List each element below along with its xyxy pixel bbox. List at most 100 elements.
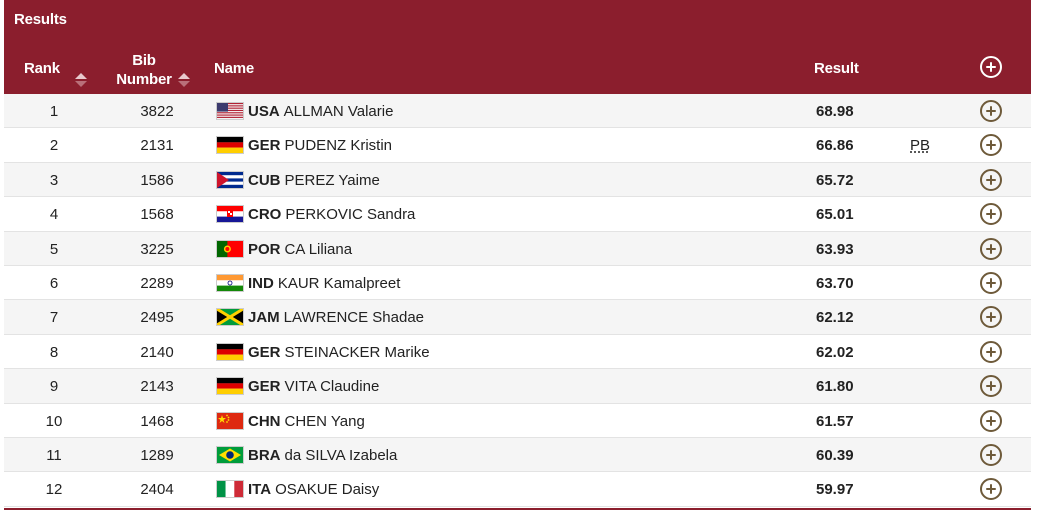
table-row[interactable]: 10 1468 CHN CHEN Yang 61.57 <box>4 403 1031 438</box>
table-row[interactable]: 2 2131 GER PUDENZ Kristin 66.86 PB <box>4 128 1031 163</box>
noc-code: ITA <box>248 481 272 499</box>
rank-cell: 9 <box>49 378 59 396</box>
rank-cell: 3 <box>49 171 59 189</box>
expand-row-plus-icon[interactable] <box>980 409 1002 432</box>
result-cell: 60.39 <box>816 446 854 464</box>
result-cell: 63.70 <box>816 274 854 292</box>
usa-flag-icon <box>216 102 244 120</box>
athlete-name-link[interactable]: BRA da SILVA Izabela <box>248 447 397 464</box>
table-row[interactable]: 7 2495 JAM LAWRENCE Shadae 62.12 <box>4 300 1031 335</box>
rank-cell: 4 <box>49 206 59 224</box>
results-panel: Results Rank Bib Number Name Result 1 382… <box>4 0 1031 510</box>
expand-row-plus-icon[interactable] <box>980 271 1002 294</box>
ger-flag-icon <box>216 377 244 396</box>
noc-code: CRO <box>248 206 282 224</box>
bib-cell: 1289 <box>140 446 174 464</box>
table-row[interactable]: 1 3822 USA ALLMAN Valarie 68.98 <box>4 94 1031 129</box>
noc-code: JAM <box>248 309 280 327</box>
ger-flag-icon <box>216 136 244 155</box>
expand-row-plus-icon[interactable] <box>980 443 1002 466</box>
noc-code: GER <box>248 378 281 396</box>
result-cell: 63.93 <box>816 240 854 258</box>
noc-code: CHN <box>248 412 281 430</box>
table-row[interactable]: 5 3225 POR CA Liliana 63.93 <box>4 231 1031 266</box>
noc-code: IND <box>248 274 274 292</box>
athlete-name: LAWRENCE Shadae <box>283 309 425 327</box>
expand-row-plus-icon[interactable] <box>980 478 1002 501</box>
por-flag-icon <box>216 239 244 258</box>
expand-row-plus-icon[interactable] <box>980 306 1002 329</box>
noc-code: USA <box>248 103 280 120</box>
athlete-name-link[interactable]: POR CA Liliana <box>248 241 352 258</box>
bib-cell: 2289 <box>140 274 174 292</box>
result-cell: 62.12 <box>816 309 854 327</box>
bib-cell: 2143 <box>140 378 174 396</box>
result-column-header: Result <box>814 60 859 77</box>
table-row[interactable]: 4 1568 CRO PERKOVIC Sandra 65.01 <box>4 197 1031 232</box>
noc-code: GER <box>248 137 281 155</box>
athlete-name-link[interactable]: GER PUDENZ Kristin <box>248 137 392 154</box>
name-column-header: Name <box>214 60 255 77</box>
bib-column-header[interactable]: Bib Number <box>116 51 172 89</box>
chn-flag-icon <box>216 411 244 430</box>
bib-cell: 2140 <box>140 343 174 361</box>
rank-cell: 7 <box>49 309 59 327</box>
noc-code: BRA <box>248 446 281 464</box>
athlete-name-link[interactable]: USA ALLMAN Valarie <box>248 103 393 120</box>
athlete-name: CHEN Yang <box>284 412 365 430</box>
rank-column-header[interactable]: Rank <box>24 60 60 77</box>
bib-cell: 2131 <box>140 137 174 155</box>
result-cell: 66.86 <box>816 137 854 155</box>
expand-row-plus-icon[interactable] <box>980 375 1002 398</box>
table-row[interactable]: 12 2404 ITA OSAKUE Daisy 59.97 <box>4 472 1031 507</box>
expand-row-plus-icon[interactable] <box>980 100 1002 122</box>
athlete-name-link[interactable]: GER STEINACKER Marike <box>248 344 430 361</box>
athlete-name-link[interactable]: CHN CHEN Yang <box>248 413 365 430</box>
cub-flag-icon <box>216 170 244 189</box>
bib-cell: 1568 <box>140 206 174 224</box>
result-cell: 61.80 <box>816 378 854 396</box>
rank-cell: 5 <box>49 240 59 258</box>
noc-code: GER <box>248 343 281 361</box>
bib-cell: 1586 <box>140 171 174 189</box>
table-row[interactable]: 3 1586 CUB PEREZ Yaime 65.72 <box>4 162 1031 198</box>
table-row[interactable]: 9 2143 GER VITA Claudine 61.80 <box>4 369 1031 404</box>
ita-flag-icon <box>216 480 244 499</box>
rank-cell: 12 <box>45 481 63 499</box>
rank-cell: 6 <box>49 274 59 292</box>
results-header: Results Rank Bib Number Name Result <box>4 0 1031 94</box>
table-row[interactable]: 11 1289 BRA da SILVA Izabela 60.39 <box>4 437 1031 473</box>
ind-flag-icon <box>216 273 244 292</box>
table-row[interactable]: 8 2140 GER STEINACKER Marike 62.02 <box>4 334 1031 370</box>
expand-row-plus-icon[interactable] <box>980 203 1002 226</box>
jam-flag-icon <box>216 308 244 327</box>
expand-all-plus-icon[interactable] <box>980 56 1002 78</box>
bib-cell: 2404 <box>140 481 174 499</box>
results-table-body: 1 3822 USA ALLMAN Valarie 68.98 2 2131 GER PUDEN… <box>4 94 1031 507</box>
noc-code: POR <box>248 240 281 258</box>
table-row[interactable]: 6 2289 IND KAUR Kamalpreet 63.70 <box>4 265 1031 301</box>
bib-cell: 2495 <box>140 309 174 327</box>
rank-cell: 10 <box>45 412 63 430</box>
athlete-name-link[interactable]: ITA OSAKUE Daisy <box>248 481 379 498</box>
athlete-name-link[interactable]: JAM LAWRENCE Shadae <box>248 309 424 326</box>
expand-row-plus-icon[interactable] <box>980 168 1002 191</box>
result-cell: 59.97 <box>816 481 854 499</box>
athlete-name: da SILVA Izabela <box>284 446 398 464</box>
result-cell: 68.98 <box>816 103 854 120</box>
athlete-name: CA Liliana <box>284 240 353 258</box>
athlete-name-link[interactable]: IND KAUR Kamalpreet <box>248 275 400 292</box>
expand-row-plus-icon[interactable] <box>980 340 1002 363</box>
result-cell: 65.72 <box>816 171 854 189</box>
expand-row-plus-icon[interactable] <box>980 134 1002 157</box>
athlete-name: ALLMAN Valarie <box>283 103 394 120</box>
athlete-name: KAUR Kamalpreet <box>277 274 401 292</box>
athlete-name-link[interactable]: GER VITA Claudine <box>248 378 379 395</box>
expand-row-plus-icon[interactable] <box>980 237 1002 260</box>
athlete-name-link[interactable]: CRO PERKOVIC Sandra <box>248 206 415 223</box>
record-note: PB <box>910 137 931 155</box>
athlete-name: VITA Claudine <box>284 378 380 396</box>
athlete-name-link[interactable]: CUB PEREZ Yaime <box>248 172 380 189</box>
athlete-name: OSAKUE Daisy <box>275 481 380 499</box>
result-cell: 65.01 <box>816 206 854 224</box>
